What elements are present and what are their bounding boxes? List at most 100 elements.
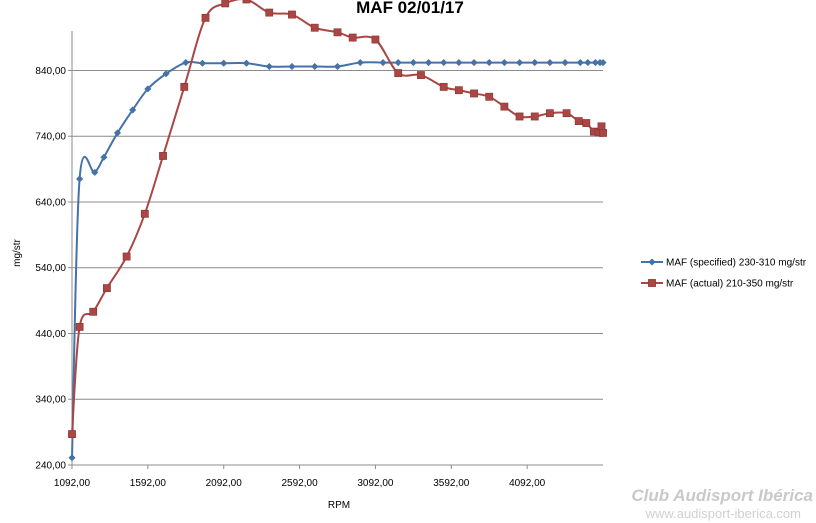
gridlines: [72, 69, 603, 400]
data-point: [180, 82, 189, 91]
data-point: [576, 58, 584, 67]
data-point: [159, 152, 167, 160]
y-tick-label: 640,00: [35, 197, 66, 208]
data-point: [546, 58, 554, 67]
data-point: [242, 59, 251, 67]
watermark-url: www.audisport-iberica.com: [645, 506, 801, 521]
series-actual: [68, 0, 607, 438]
data-point: [424, 58, 433, 67]
data-point: [288, 62, 296, 71]
data-point: [91, 168, 99, 177]
data-point: [162, 70, 170, 78]
legend-entry: MAF (specified) 230-310 mg/str: [666, 258, 807, 269]
data-point: [500, 58, 509, 67]
data-point: [531, 58, 539, 67]
data-point: [129, 106, 137, 114]
data-point: [102, 284, 111, 293]
data-point: [417, 71, 425, 79]
y-tick-labels: 240,00 340,00 440,00 540,00 640,00 740,00 840,…: [35, 66, 66, 472]
data-point: [515, 112, 524, 121]
data-point: [348, 33, 357, 42]
data-point: [333, 28, 342, 37]
data-point: [140, 209, 149, 218]
y-tick-label: 440,00: [35, 329, 66, 340]
data-point: [333, 62, 342, 71]
data-point: [485, 92, 494, 101]
data-point: [75, 323, 84, 331]
data-point: [599, 129, 607, 137]
x-axis-label: RPM: [328, 500, 350, 511]
data-point: [220, 59, 228, 67]
data-point: [574, 117, 583, 125]
y-tick-label: 340,00: [35, 395, 66, 406]
y-axis-label: mg/str: [12, 238, 23, 266]
legend-swatch-marker: [648, 279, 656, 287]
data-point: [454, 86, 463, 95]
data-point: [440, 58, 448, 67]
data-point: [75, 175, 84, 183]
data-point: [68, 454, 76, 462]
data-point: [582, 119, 591, 127]
watermark-brand: Club Audisport Ibérica: [631, 486, 813, 505]
data-point: [545, 109, 554, 118]
data-point: [182, 58, 190, 67]
data-point: [221, 0, 230, 8]
legend-swatch-marker: [648, 258, 656, 266]
chart-title: MAF 02/01/17: [356, 0, 464, 17]
x-tick-label: 3592,00: [433, 478, 470, 489]
data-point: [288, 10, 296, 19]
x-tick-label: 4092,00: [509, 478, 546, 489]
data-point: [562, 109, 571, 118]
data-point: [310, 23, 319, 32]
axes: [68, 31, 603, 469]
y-tick-label: 740,00: [35, 132, 66, 143]
data-point: [371, 35, 380, 44]
x-tick-labels: 1092,00 1592,00 2092,00 2592,00 3092,00 3592,…: [54, 478, 546, 489]
series-specified: [68, 58, 607, 462]
data-point: [597, 122, 606, 131]
data-point: [500, 102, 509, 111]
legend-entry: MAF (actual) 210-350 mg/str: [666, 279, 794, 290]
data-point: [68, 430, 76, 438]
x-tick-label: 3092,00: [357, 478, 394, 489]
data-point: [122, 252, 131, 261]
x-tick-label: 2592,00: [281, 478, 318, 489]
data-point: [584, 58, 592, 67]
x-tick-label: 1092,00: [54, 478, 91, 489]
data-point: [394, 58, 402, 67]
series-line: [71, 60, 603, 458]
y-tick-label: 840,00: [35, 66, 66, 77]
series-line: [71, 0, 604, 435]
data-point: [455, 58, 463, 67]
data-point: [265, 8, 274, 17]
data-point: [379, 58, 387, 67]
data-point: [265, 62, 273, 71]
x-tick-label: 2092,00: [206, 478, 243, 489]
data-point: [470, 58, 478, 67]
series-layer: [68, 0, 607, 462]
data-point: [561, 58, 569, 67]
y-tick-label: 240,00: [35, 461, 66, 472]
data-point: [144, 85, 152, 93]
data-point: [356, 58, 364, 67]
data-point: [242, 0, 251, 4]
data-point: [311, 62, 319, 71]
data-point: [515, 58, 524, 67]
legend: MAF (specified) 230-310 mg/str MAF (actua…: [641, 258, 807, 290]
data-point: [89, 307, 98, 316]
data-point: [470, 89, 478, 98]
data-point: [100, 153, 108, 161]
data-point: [198, 59, 207, 67]
data-point: [439, 82, 448, 91]
data-point: [530, 112, 539, 121]
data-point: [409, 58, 418, 67]
watermark: Club Audisport Ibérica www.audisport-ibe…: [631, 486, 813, 521]
x-tick-label: 1592,00: [130, 478, 167, 489]
data-point: [599, 58, 607, 67]
data-point: [485, 58, 493, 67]
data-point: [201, 13, 210, 22]
data-point: [113, 129, 122, 137]
data-point: [394, 69, 403, 77]
y-tick-label: 540,00: [35, 263, 66, 274]
